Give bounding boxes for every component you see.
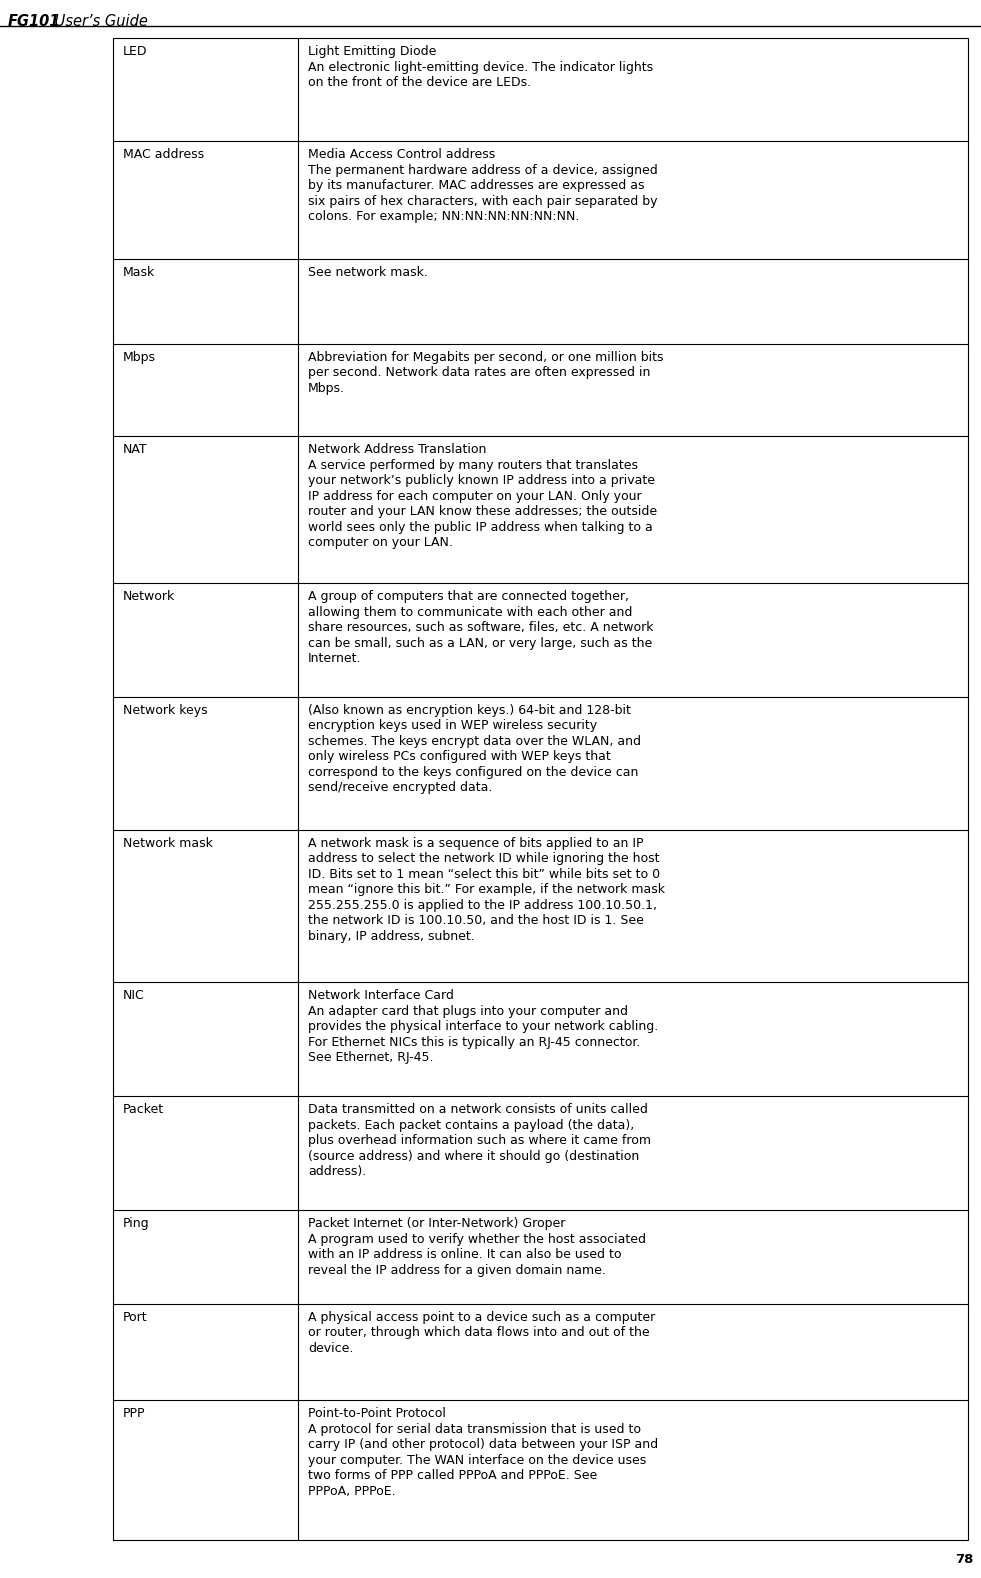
Text: six pairs of hex characters, with each pair separated by: six pairs of hex characters, with each p…	[308, 194, 657, 208]
Text: by its manufacturer. MAC addresses are expressed as: by its manufacturer. MAC addresses are e…	[308, 180, 645, 193]
Text: See Ethernet, RJ-45.: See Ethernet, RJ-45.	[308, 1051, 434, 1065]
Text: PPP: PPP	[123, 1408, 145, 1420]
Text: the network ID is 100.10.50, and the host ID is 1. See: the network ID is 100.10.50, and the hos…	[308, 915, 644, 928]
Text: See network mask.: See network mask.	[308, 267, 428, 279]
Text: send/receive encrypted data.: send/receive encrypted data.	[308, 781, 492, 794]
Text: User’s Guide: User’s Guide	[50, 14, 148, 28]
Text: plus overhead information such as where it came from: plus overhead information such as where …	[308, 1135, 651, 1147]
Text: NAT: NAT	[123, 443, 147, 456]
Text: Mbps: Mbps	[123, 350, 156, 365]
Text: computer on your LAN.: computer on your LAN.	[308, 537, 453, 549]
Text: Light Emitting Diode: Light Emitting Diode	[308, 46, 437, 58]
Text: on the front of the device are LEDs.: on the front of the device are LEDs.	[308, 76, 531, 88]
Text: Point-to-Point Protocol: Point-to-Point Protocol	[308, 1408, 446, 1420]
Text: Network keys: Network keys	[123, 704, 208, 716]
Text: Mask: Mask	[123, 267, 155, 279]
Text: encryption keys used in WEP wireless security: encryption keys used in WEP wireless sec…	[308, 720, 597, 732]
Text: Network mask: Network mask	[123, 836, 213, 851]
Text: Network Address Translation: Network Address Translation	[308, 443, 487, 456]
Bar	[113, 38, 968, 1540]
Text: 255.255.255.0 is applied to the IP address 100.10.50.1,: 255.255.255.0 is applied to the IP addre…	[308, 899, 657, 912]
Text: PPPoA, PPPoE.: PPPoA, PPPoE.	[308, 1485, 395, 1498]
Text: NIC: NIC	[123, 989, 145, 1002]
Text: 78: 78	[955, 1553, 973, 1565]
Text: schemes. The keys encrypt data over the WLAN, and: schemes. The keys encrypt data over the …	[308, 735, 641, 748]
Text: LED: LED	[123, 46, 147, 58]
Text: Network: Network	[123, 590, 176, 603]
Text: address to select the network ID while ignoring the host: address to select the network ID while i…	[308, 852, 659, 865]
Text: packets. Each packet contains a payload (the data),: packets. Each packet contains a payload …	[308, 1119, 635, 1131]
Text: allowing them to communicate with each other and: allowing them to communicate with each o…	[308, 606, 633, 619]
Text: only wireless PCs configured with WEP keys that: only wireless PCs configured with WEP ke…	[308, 751, 611, 764]
Text: colons. For example; NN:NN:NN:NN:NN:NN.: colons. For example; NN:NN:NN:NN:NN:NN.	[308, 210, 580, 222]
Text: address).: address).	[308, 1165, 366, 1179]
Text: binary, IP address, subnet.: binary, IP address, subnet.	[308, 929, 475, 944]
Text: Abbreviation for Megabits per second, or one million bits: Abbreviation for Megabits per second, or…	[308, 350, 663, 365]
Text: your network’s publicly known IP address into a private: your network’s publicly known IP address…	[308, 475, 655, 488]
Text: An electronic light-emitting device. The indicator lights: An electronic light-emitting device. The…	[308, 60, 653, 74]
Text: (source address) and where it should go (destination: (source address) and where it should go …	[308, 1150, 640, 1163]
Text: correspond to the keys configured on the device can: correspond to the keys configured on the…	[308, 765, 639, 780]
Text: The permanent hardware address of a device, assigned: The permanent hardware address of a devi…	[308, 164, 657, 177]
Text: A program used to verify whether the host associated: A program used to verify whether the hos…	[308, 1232, 646, 1245]
Text: with an IP address is online. It can also be used to: with an IP address is online. It can als…	[308, 1248, 622, 1261]
Text: device.: device.	[308, 1341, 353, 1354]
Text: reveal the IP address for a given domain name.: reveal the IP address for a given domain…	[308, 1264, 606, 1277]
Text: MAC address: MAC address	[123, 148, 204, 161]
Text: Network Interface Card: Network Interface Card	[308, 989, 454, 1002]
Text: Data transmitted on a network consists of units called: Data transmitted on a network consists o…	[308, 1103, 647, 1116]
Text: Mbps.: Mbps.	[308, 382, 345, 394]
Text: A physical access point to a device such as a computer: A physical access point to a device such…	[308, 1311, 655, 1324]
Text: (Also known as encryption keys.) 64-bit and 128-bit: (Also known as encryption keys.) 64-bit …	[308, 704, 631, 716]
Text: Ping: Ping	[123, 1217, 150, 1231]
Text: IP address for each computer on your LAN. Only your: IP address for each computer on your LAN…	[308, 489, 642, 503]
Text: Internet.: Internet.	[308, 652, 362, 664]
Text: A protocol for serial data transmission that is used to: A protocol for serial data transmission …	[308, 1423, 641, 1436]
Text: or router, through which data flows into and out of the: or router, through which data flows into…	[308, 1326, 649, 1340]
Text: per second. Network data rates are often expressed in: per second. Network data rates are often…	[308, 366, 650, 379]
Text: can be small, such as a LAN, or very large, such as the: can be small, such as a LAN, or very lar…	[308, 636, 652, 650]
Text: world sees only the public IP address when talking to a: world sees only the public IP address wh…	[308, 521, 652, 533]
Text: Packet Internet (or Inter-Network) Groper: Packet Internet (or Inter-Network) Grope…	[308, 1217, 565, 1231]
Text: mean “ignore this bit.” For example, if the network mask: mean “ignore this bit.” For example, if …	[308, 884, 665, 896]
Text: An adapter card that plugs into your computer and: An adapter card that plugs into your com…	[308, 1005, 628, 1018]
Text: router and your LAN know these addresses; the outside: router and your LAN know these addresses…	[308, 505, 657, 519]
Text: carry IP (and other protocol) data between your ISP and: carry IP (and other protocol) data betwe…	[308, 1438, 658, 1452]
Text: share resources, such as software, files, etc. A network: share resources, such as software, files…	[308, 622, 653, 634]
Text: For Ethernet NICs this is typically an RJ-45 connector.: For Ethernet NICs this is typically an R…	[308, 1035, 641, 1049]
Text: A service performed by many routers that translates: A service performed by many routers that…	[308, 459, 638, 472]
Text: Port: Port	[123, 1311, 147, 1324]
Text: provides the physical interface to your network cabling.: provides the physical interface to your …	[308, 1021, 658, 1034]
Text: FG101: FG101	[8, 14, 61, 28]
Text: Packet: Packet	[123, 1103, 164, 1116]
Text: A network mask is a sequence of bits applied to an IP: A network mask is a sequence of bits app…	[308, 836, 644, 851]
Text: Media Access Control address: Media Access Control address	[308, 148, 495, 161]
Text: your computer. The WAN interface on the device uses: your computer. The WAN interface on the …	[308, 1453, 646, 1466]
Text: two forms of PPP called PPPoA and PPPoE. See: two forms of PPP called PPPoA and PPPoE.…	[308, 1469, 597, 1482]
Text: A group of computers that are connected together,: A group of computers that are connected …	[308, 590, 629, 603]
Text: ID. Bits set to 1 mean “select this bit” while bits set to 0: ID. Bits set to 1 mean “select this bit”…	[308, 868, 660, 881]
